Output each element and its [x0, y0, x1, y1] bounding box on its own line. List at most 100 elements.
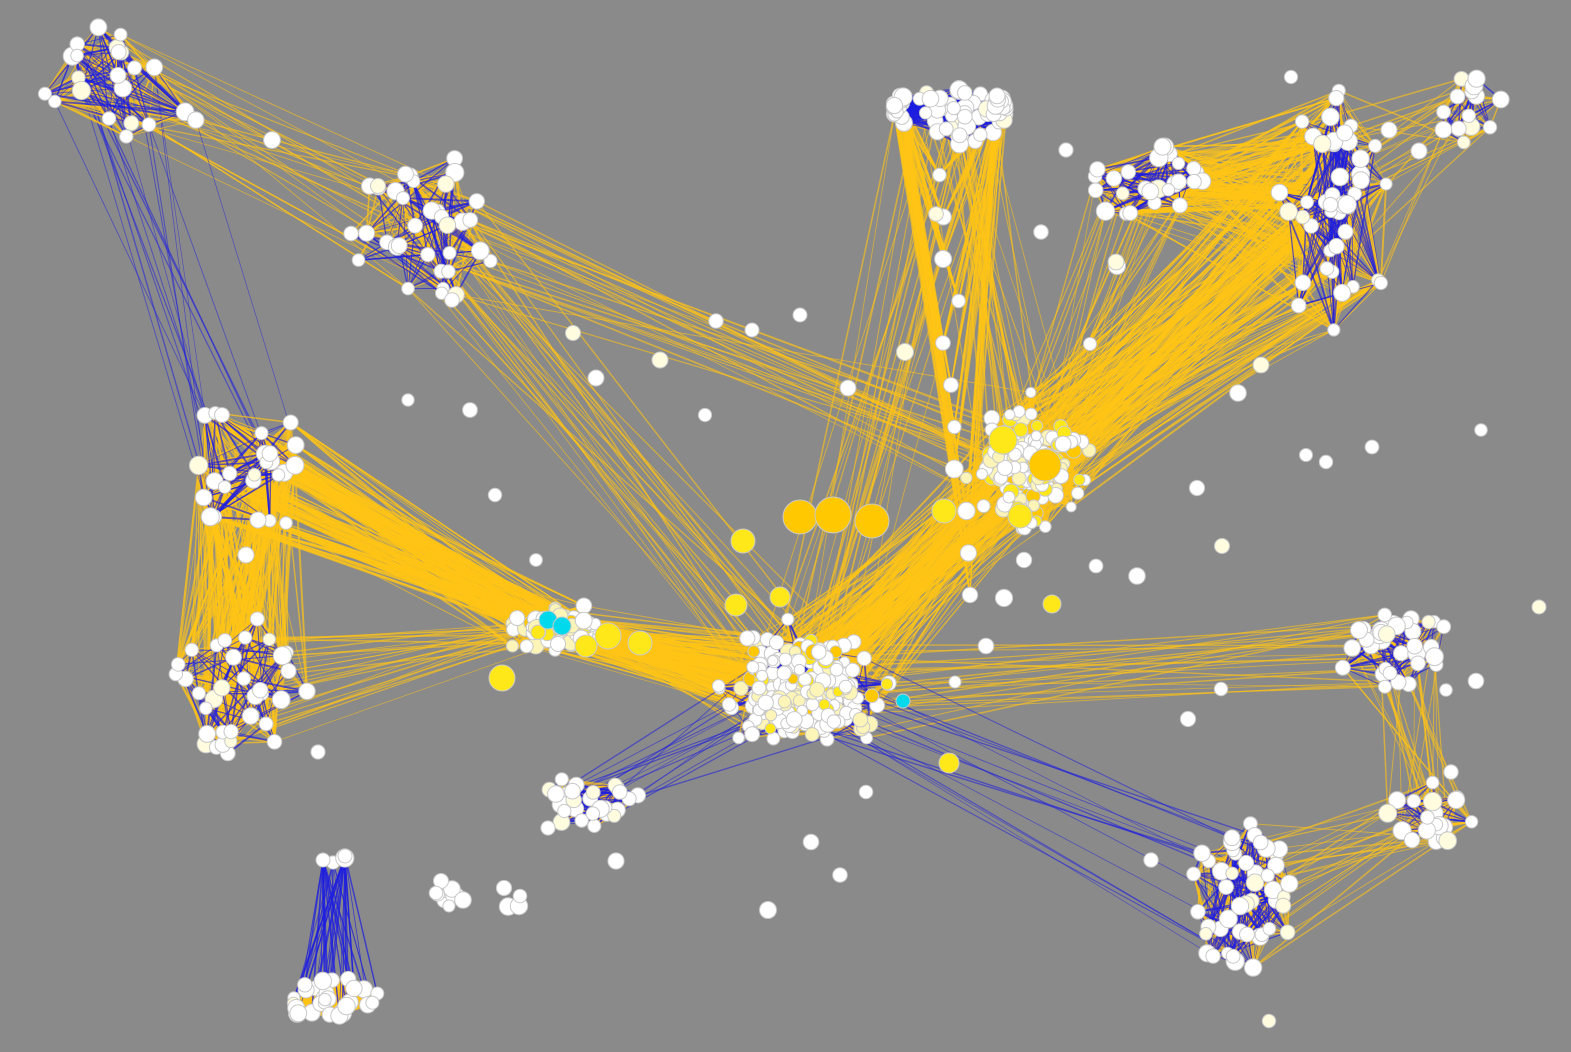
graph-node[interactable] — [938, 121, 954, 137]
graph-node[interactable] — [188, 455, 209, 476]
graph-node[interactable] — [1438, 831, 1457, 851]
graph-node[interactable] — [435, 286, 449, 300]
graph-node[interactable] — [420, 247, 436, 263]
graph-node[interactable] — [401, 393, 415, 407]
graph-node[interactable] — [495, 879, 513, 897]
graph-node[interactable] — [1449, 88, 1466, 105]
graph-node[interactable] — [71, 80, 92, 101]
graph-node[interactable] — [1028, 448, 1062, 482]
graph-node[interactable] — [944, 459, 964, 479]
graph-node[interactable] — [1030, 430, 1042, 442]
graph-node[interactable] — [732, 731, 745, 745]
graph-node[interactable] — [764, 722, 777, 735]
graph-node[interactable] — [854, 503, 890, 539]
graph-node[interactable] — [961, 586, 979, 604]
graph-node[interactable] — [441, 264, 456, 279]
graph-node[interactable] — [454, 891, 472, 909]
graph-node[interactable] — [777, 695, 792, 709]
graph-node[interactable] — [184, 642, 199, 658]
graph-node[interactable] — [213, 679, 231, 697]
graph-node[interactable] — [845, 662, 861, 678]
graph-node[interactable] — [285, 456, 305, 475]
graph-node[interactable] — [1373, 275, 1389, 291]
graph-node[interactable] — [778, 652, 793, 667]
graph-node[interactable] — [1239, 926, 1255, 943]
graph-node[interactable] — [1025, 386, 1037, 399]
graph-node[interactable] — [585, 806, 600, 821]
graph-node[interactable] — [1531, 599, 1547, 615]
graph-node[interactable] — [1425, 647, 1444, 667]
graph-node[interactable] — [739, 630, 756, 647]
graph-node[interactable] — [957, 501, 976, 521]
graph-node[interactable] — [782, 499, 818, 535]
graph-node[interactable] — [262, 632, 276, 647]
graph-node[interactable] — [1379, 177, 1393, 191]
graph-node[interactable] — [1319, 261, 1335, 276]
graph-node[interactable] — [315, 852, 331, 868]
graph-node[interactable] — [1186, 866, 1201, 882]
graph-node[interactable] — [1343, 639, 1361, 657]
graph-node[interactable] — [960, 471, 973, 485]
graph-node[interactable] — [141, 117, 157, 132]
graph-node[interactable] — [1327, 323, 1341, 337]
graph-node[interactable] — [769, 586, 791, 608]
graph-node[interactable] — [1464, 815, 1479, 829]
graph-node[interactable] — [279, 516, 293, 530]
graph-node[interactable] — [1143, 852, 1159, 868]
graph-node[interactable] — [587, 818, 602, 834]
graph-node[interactable] — [994, 588, 1014, 608]
graph-node[interactable] — [1190, 904, 1206, 920]
graph-node[interactable] — [1225, 948, 1241, 964]
graph-node[interactable] — [1058, 142, 1074, 158]
graph-node[interactable] — [1334, 659, 1351, 676]
graph-node[interactable] — [766, 731, 781, 746]
graph-node[interactable] — [1033, 224, 1049, 240]
graph-node[interactable] — [101, 111, 117, 126]
graph-node[interactable] — [442, 246, 457, 260]
graph-node[interactable] — [198, 725, 217, 743]
graph-node[interactable] — [1088, 558, 1104, 574]
graph-node[interactable] — [1318, 454, 1334, 470]
graph-node[interactable] — [1447, 790, 1466, 810]
graph-node[interactable] — [1410, 142, 1428, 160]
graph-node[interactable] — [793, 663, 806, 676]
graph-node[interactable] — [1225, 866, 1239, 880]
graph-node[interactable] — [223, 724, 239, 740]
graph-node[interactable] — [266, 734, 283, 750]
graph-node[interactable] — [826, 714, 842, 729]
graph-node[interactable] — [1223, 829, 1241, 847]
graph-node[interactable] — [1410, 655, 1426, 672]
graph-node[interactable] — [832, 867, 848, 883]
graph-node[interactable] — [110, 44, 127, 61]
graph-node[interactable] — [1321, 107, 1340, 127]
graph-node[interactable] — [530, 624, 546, 640]
graph-node[interactable] — [767, 655, 779, 667]
graph-node[interactable] — [896, 343, 914, 361]
graph-node[interactable] — [1042, 594, 1062, 614]
graph-nodes[interactable] — [37, 18, 1547, 1029]
graph-node[interactable] — [864, 688, 880, 704]
graph-node[interactable] — [746, 660, 760, 674]
graph-node[interactable] — [1141, 182, 1160, 201]
graph-node[interactable] — [852, 711, 869, 728]
graph-node[interactable] — [564, 782, 581, 800]
graph-node[interactable] — [249, 511, 267, 529]
graph-node[interactable] — [1368, 138, 1383, 153]
graph-node[interactable] — [470, 241, 490, 261]
graph-node[interactable] — [1039, 520, 1052, 534]
graph-node[interactable] — [1351, 149, 1370, 168]
graph-node[interactable] — [351, 253, 366, 267]
graph-node[interactable] — [585, 785, 601, 800]
graph-node[interactable] — [747, 645, 761, 658]
graph-node[interactable] — [487, 487, 503, 503]
graph-node[interactable] — [1031, 419, 1043, 432]
graph-node[interactable] — [370, 178, 386, 194]
graph-node[interactable] — [70, 48, 84, 63]
graph-node[interactable] — [744, 322, 760, 338]
graph-node[interactable] — [1270, 183, 1289, 202]
graph-node[interactable] — [786, 711, 803, 728]
graph-node[interactable] — [946, 101, 961, 116]
graph-node[interactable] — [1388, 791, 1407, 810]
graph-node[interactable] — [730, 528, 756, 554]
graph-node[interactable] — [444, 292, 460, 308]
